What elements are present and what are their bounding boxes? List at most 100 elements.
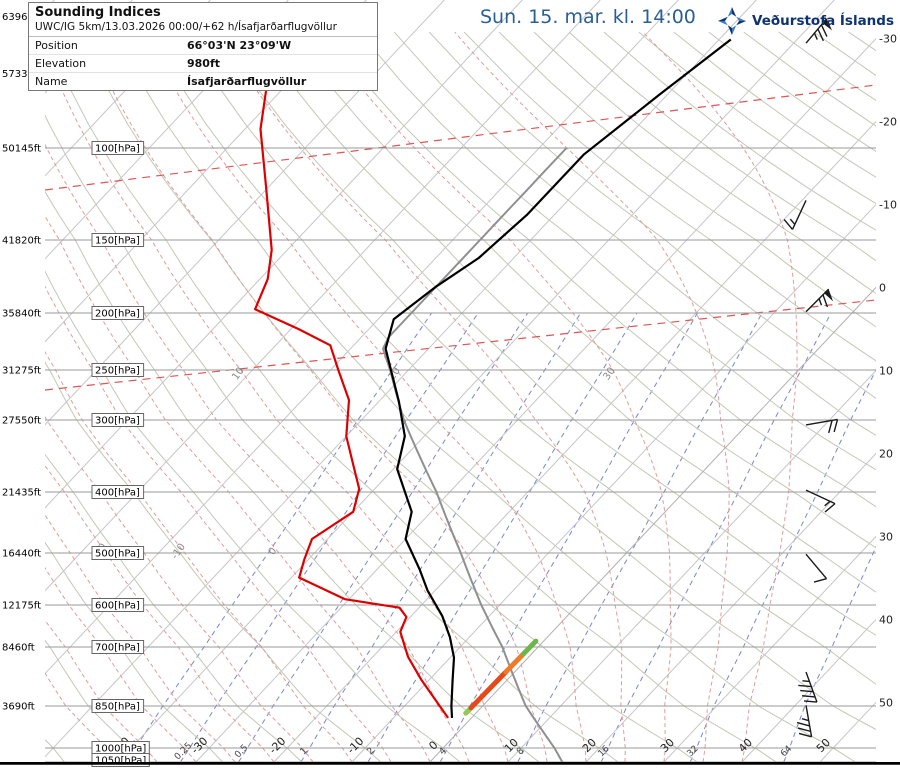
isotherm-line xyxy=(585,452,876,763)
bottom-isotherm-label: -30 xyxy=(189,735,211,757)
dry-adiabat-line xyxy=(568,31,876,262)
pressure-label: 850[hPa] xyxy=(95,702,140,713)
parcel-colored-segment xyxy=(503,651,526,675)
dry-adiabat-line xyxy=(45,31,698,763)
mixing-ratio-label: 2 xyxy=(365,746,376,757)
info-label: Position xyxy=(35,39,78,52)
right-isotherm-label: 50 xyxy=(879,696,893,709)
mixing-ratio-line xyxy=(517,312,763,763)
pressure-label-box xyxy=(91,141,145,155)
altitude-label: 31275ft xyxy=(2,366,41,377)
right-isotherm-label: 40 xyxy=(879,613,893,626)
dry-adiabat-line xyxy=(603,31,876,231)
isotherm-line xyxy=(351,203,876,763)
dry-adiabat-line xyxy=(45,190,540,763)
isotherm-line xyxy=(45,0,523,509)
moist-adiabat-line xyxy=(144,31,587,763)
isotherm-line xyxy=(45,0,601,592)
dry-adiabat-line xyxy=(149,31,876,731)
moist-adiabat-line xyxy=(454,31,730,763)
dry-adiabat-line xyxy=(45,270,461,763)
pressure-label-box xyxy=(91,699,145,713)
mixing-ratio-label: 16 xyxy=(597,744,612,759)
pressure-label-box xyxy=(91,233,145,247)
dry-adiabat-line xyxy=(45,541,223,763)
moist-adiabat-line xyxy=(642,31,798,763)
altitude-label: 50145ft xyxy=(2,144,41,155)
vedurstofa-logo-text: Veðurstofa Íslands xyxy=(752,13,894,29)
isotherm-line xyxy=(273,120,876,763)
isotherm-line xyxy=(45,0,445,426)
dry-adiabat-line xyxy=(359,31,876,471)
wind-barb xyxy=(805,288,834,313)
pressure-label: 200[hPa] xyxy=(95,309,140,320)
isotherm-line xyxy=(45,0,679,675)
dry-adiabat-line xyxy=(45,639,144,763)
wind-barb xyxy=(783,200,807,230)
model-run-line: UWC/IG 5km/13.03.2026 00:00/+62 h/Ísafja… xyxy=(29,21,377,37)
isotherm-line xyxy=(117,0,835,763)
pressure-label-box xyxy=(91,363,145,377)
valid-datetime-label: Sun. 15. mar. kl. 14:00 xyxy=(480,6,696,28)
isotherm-line xyxy=(45,0,757,758)
altitude-label: 35840ft xyxy=(2,309,41,320)
moist-adiabat-label: -10 xyxy=(170,542,188,562)
info-value: Ísafjarðarflugvöllur xyxy=(187,75,307,88)
info-value: 66°03'N 23°09'W xyxy=(187,39,292,52)
altitude-label: 41820ft xyxy=(2,236,41,247)
vedurstofa-logo-icon xyxy=(717,6,747,36)
moist-adiabat-label: 0 xyxy=(267,546,280,558)
pressure-label: 700[hPa] xyxy=(95,643,140,654)
right-isotherm-label: 30 xyxy=(879,530,893,543)
wind-barb xyxy=(798,671,818,703)
moist-adiabat-line xyxy=(45,415,314,763)
moist-adiabat-line xyxy=(45,143,470,763)
dry-adiabat-line xyxy=(219,31,876,636)
moist-adiabat-line xyxy=(219,31,626,762)
isotherm-line xyxy=(663,535,876,763)
reference-dashed-line xyxy=(45,84,876,191)
parcel-colored-segment xyxy=(468,669,509,711)
dry-adiabat-line xyxy=(254,31,876,593)
info-row-name: Name Ísafjarðarflugvöllur xyxy=(29,73,377,90)
dry-adiabat-line xyxy=(184,31,876,685)
mixing-ratio-line xyxy=(367,312,638,763)
info-label: Name xyxy=(35,75,68,88)
pressure-label: 1050[hPa] xyxy=(95,756,146,767)
isotherm-line xyxy=(819,701,876,763)
moist-adiabat-line xyxy=(45,215,431,763)
pressure-label: 1000[hPa] xyxy=(95,744,146,755)
dry-adiabat-line xyxy=(289,31,876,549)
wind-barb xyxy=(796,705,813,738)
pressure-label-box xyxy=(91,598,145,612)
moist-adiabat-line xyxy=(85,31,548,763)
pressure-label: 100[hPa] xyxy=(95,144,140,155)
info-row-elevation: Elevation 980ft xyxy=(29,55,377,73)
mixing-ratio-label: 8 xyxy=(515,746,526,757)
dewpoint-curve xyxy=(254,3,449,719)
pressure-label: 150[hPa] xyxy=(95,236,140,247)
mixing-ratio-line xyxy=(238,312,529,763)
isotherm-line xyxy=(429,286,876,763)
moist-adiabat-line xyxy=(45,47,509,763)
altitude-label: 8460ft xyxy=(2,643,35,654)
wind-barb xyxy=(805,418,839,434)
isotherm-line xyxy=(45,0,367,343)
mixing-ratio-label: 32 xyxy=(686,744,701,759)
pressure-label: 400[hPa] xyxy=(95,488,140,499)
vedurstofa-logo: Veðurstofa Íslands xyxy=(717,6,894,36)
altitude-label: 27550ft xyxy=(2,416,41,427)
dry-adiabat-line xyxy=(393,31,876,436)
right-isotherm-label: -20 xyxy=(879,116,897,129)
pressure-label-box xyxy=(91,640,145,654)
pressure-label: 600[hPa] xyxy=(95,601,140,612)
right-isotherm-label: 10 xyxy=(879,365,893,378)
dry-adiabat-line xyxy=(324,31,876,508)
pressure-label: 250[hPa] xyxy=(95,366,140,377)
dry-adiabat-line xyxy=(778,31,876,101)
dry-adiabat-line xyxy=(428,31,876,400)
temperature-curve xyxy=(384,38,732,718)
right-isotherm-label: 20 xyxy=(879,447,893,460)
